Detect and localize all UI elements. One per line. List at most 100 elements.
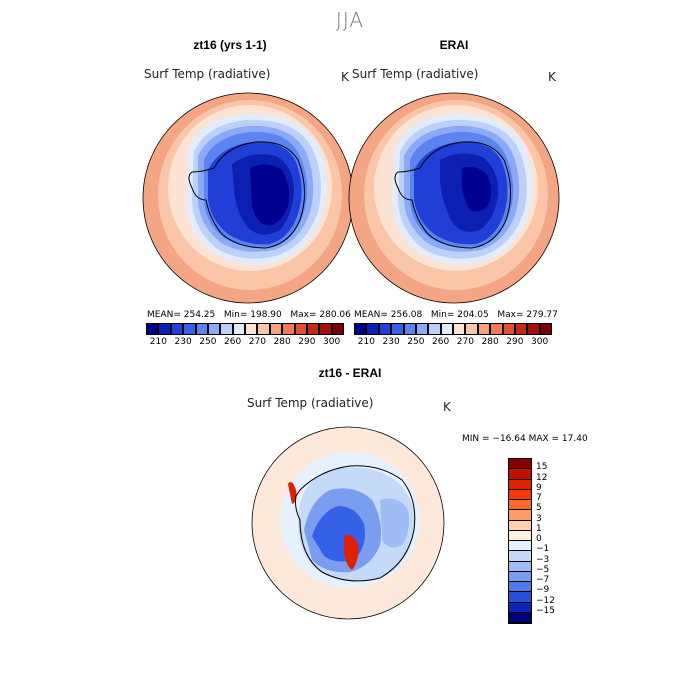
diff-colorbar-swatch [509, 612, 531, 623]
diff-colorbar-tick-label: 5 [536, 503, 542, 514]
left-panel-title: zt16 (yrs 1-1) [193, 38, 267, 52]
left-colorbar-swatch [183, 323, 196, 335]
right-colorbar-swatch [403, 323, 416, 335]
diff-colorbar-tick-label: −3 [536, 554, 550, 565]
right-colorbar-swatch [514, 323, 528, 335]
left-colorbar-swatch [232, 323, 245, 335]
left-map-field [143, 93, 353, 303]
right-mean-label: MEAN= [354, 310, 388, 320]
right-colorbar-swatch [440, 323, 453, 335]
right-max-label: Max= [497, 310, 524, 320]
diff-colorbar-swatch [509, 551, 531, 562]
diff-colorbar-tick-label: 3 [536, 513, 542, 524]
right-panel-title: ERAI [439, 38, 469, 52]
right-colorbar-tick-label: 250 [407, 337, 425, 347]
diff-colorbar-swatch [509, 602, 531, 613]
diff-colorbar-tick-label: 12 [536, 472, 548, 483]
right-colorbar-swatch [428, 323, 441, 335]
left-colorbar-labels: 210 230 250 260 270 280 290 300 [146, 337, 344, 349]
diff-colorbar [508, 458, 532, 624]
diff-field-units: K [443, 400, 451, 414]
left-min-label: Min= [223, 310, 248, 320]
right-colorbar-swatch [465, 323, 478, 335]
left-colorbar-tick-label: 300 [323, 337, 341, 347]
left-colorbar-swatch [294, 323, 307, 335]
diff-colorbar-tick-label: −1 [536, 544, 550, 555]
left-min-value: 198.90 [250, 310, 282, 320]
left-colorbar-tick-label: 290 [298, 337, 316, 347]
left-colorbar-swatch [207, 323, 221, 335]
right-colorbar-swatch [490, 323, 503, 335]
diff-colorbar-tick-label: −9 [536, 585, 550, 596]
left-colorbar-tick-label: 250 [199, 337, 217, 347]
diff-colorbar-swatch [509, 520, 531, 531]
diff-colorbar-swatch [509, 530, 531, 541]
left-colorbar-swatch [282, 323, 295, 335]
right-colorbar-swatch [415, 323, 429, 335]
diff-colorbar-tick-label: 15 [536, 462, 548, 473]
diff-colorbar-swatch [509, 582, 531, 593]
left-colorbar-swatch [257, 323, 270, 335]
left-colorbar [146, 323, 344, 335]
diff-colorbar-swatch [509, 479, 531, 490]
right-colorbar-swatch [391, 323, 404, 335]
diff-colorbar-tick-label: 0 [536, 534, 542, 544]
diff-colorbar-swatch [509, 571, 531, 582]
diff-colorbar-swatch [509, 561, 531, 572]
right-map-field [349, 93, 559, 303]
left-max-value: 280.06 [319, 310, 351, 320]
left-mean-label: MEAN= [147, 310, 181, 320]
right-field-units: K [548, 70, 556, 84]
diff-colorbar-tick-label: 1 [536, 523, 542, 534]
diff-field-name: Surf Temp (radiative) [247, 396, 374, 410]
diff-colorbar-swatch [509, 469, 531, 480]
left-mean-value: 254.25 [183, 310, 216, 320]
left-field-name: Surf Temp (radiative) [144, 67, 271, 81]
right-mean-value: 256.08 [390, 310, 423, 320]
left-colorbar-swatch [331, 323, 344, 335]
right-field-name: Surf Temp (radiative) [352, 67, 479, 81]
right-colorbar-swatch [354, 323, 367, 335]
left-colorbar-swatch [306, 323, 320, 335]
left-colorbar-swatch [195, 323, 208, 335]
right-colorbar-swatch [453, 323, 466, 335]
right-colorbar-tick-label: 290 [506, 337, 524, 347]
diff-colorbar-swatch [509, 489, 531, 500]
right-colorbar-swatch [378, 323, 392, 335]
right-colorbar-tick-label: 270 [456, 337, 474, 347]
right-colorbar-tick-label: 280 [481, 337, 499, 347]
diff-colorbar-labels: 15 12 9 7 5 3 1 0 −1 −3 −5 −7 −9 −12 −15 [534, 458, 564, 622]
left-colorbar-swatch [269, 323, 283, 335]
left-colorbar-swatch [220, 323, 233, 335]
left-colorbar-swatch [245, 323, 258, 335]
left-colorbar-swatch [170, 323, 184, 335]
right-colorbar [354, 323, 552, 335]
right-stats: MEAN= 256.08 Min= 204.05 Max= 279.77 [354, 310, 558, 320]
diff-colorbar-swatch [509, 500, 531, 511]
right-max-value: 279.77 [526, 310, 558, 320]
diff-colorbar-tick-label: −5 [536, 564, 550, 575]
diff-colorbar-tick-label: 7 [536, 493, 542, 503]
right-colorbar-swatch [366, 323, 379, 335]
right-colorbar-swatch [502, 323, 515, 335]
left-field-units: K [341, 70, 349, 84]
left-colorbar-tick-label: 270 [248, 337, 266, 347]
right-min-value: 204.05 [457, 310, 489, 320]
left-colorbar-tick-label: 210 [149, 337, 167, 347]
right-colorbar-tick-label: 260 [432, 337, 450, 347]
diff-colorbar-tick-label: −15 [536, 605, 555, 616]
left-max-label: Max= [290, 310, 317, 320]
left-colorbar-tick-label: 230 [174, 337, 192, 347]
diff-colorbar-swatch [509, 459, 531, 470]
left-stats: MEAN= 254.25 Min= 198.90 Max= 280.06 [147, 310, 351, 320]
right-colorbar-swatch [539, 323, 552, 335]
left-colorbar-tick-label: 260 [224, 337, 242, 347]
diff-colorbar-tick-label: −12 [536, 595, 555, 606]
diff-colorbar-swatch [509, 592, 531, 603]
left-colorbar-tick-label: 280 [273, 337, 291, 347]
diff-colorbar-tick-label: −7 [536, 575, 550, 585]
right-min-label: Min= [430, 310, 455, 320]
diff-colorbar-swatch [509, 541, 531, 552]
left-colorbar-swatch [319, 323, 332, 335]
